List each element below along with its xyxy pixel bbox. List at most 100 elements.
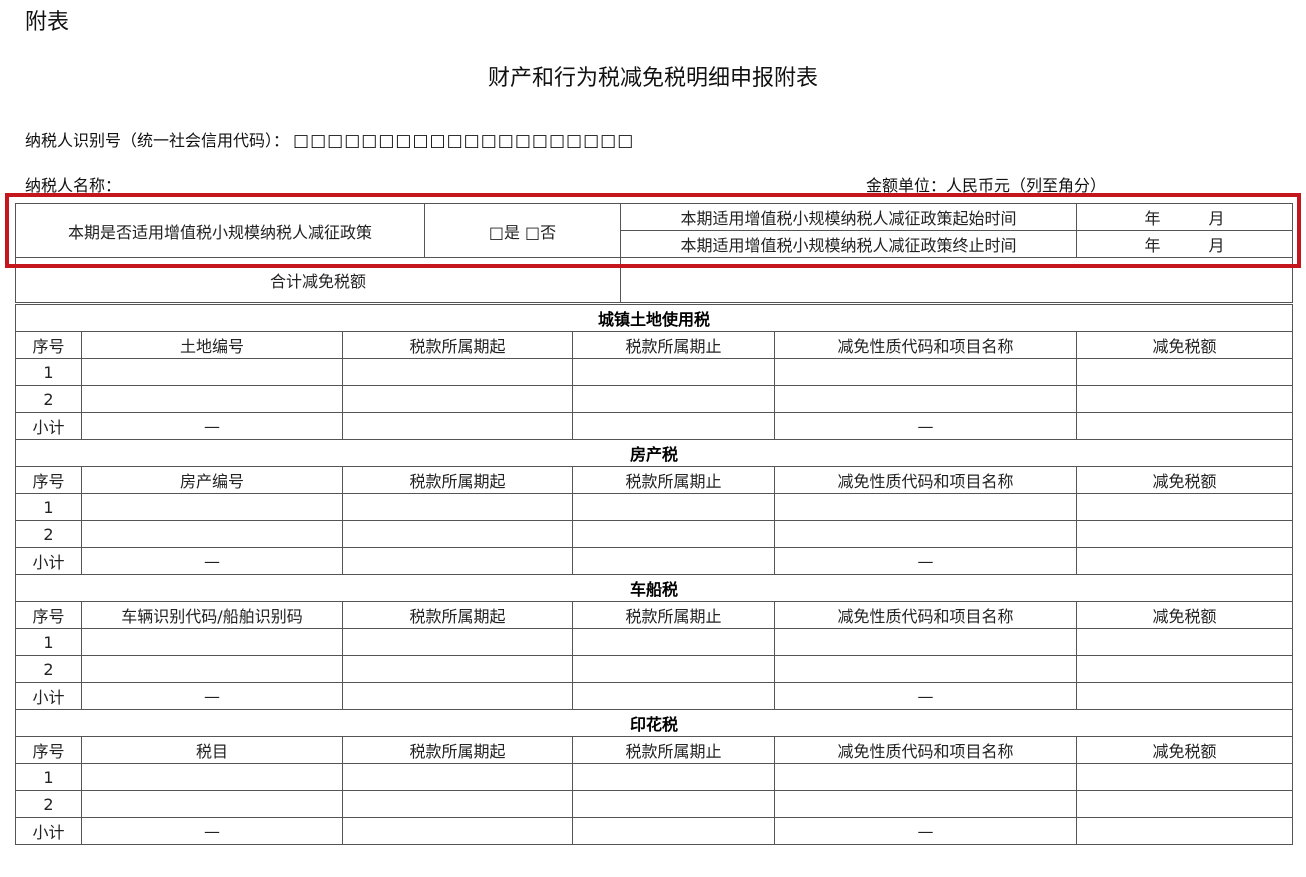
table-cell[interactable] [342,655,573,683]
table-cell[interactable] [1075,520,1294,548]
dash-cell: — [81,817,343,845]
table-cell[interactable] [572,385,775,413]
table-cell[interactable] [1075,655,1294,683]
table-cell[interactable] [81,385,343,413]
table-cell[interactable] [774,385,1077,413]
table-cell[interactable] [342,790,573,818]
table-row: 2 [15,790,1294,818]
policy-question: 本期是否适用增值税小规模纳税人减征政策 [15,203,425,258]
subtotal-value[interactable] [1075,682,1294,710]
table-cell[interactable] [774,763,1077,791]
subtotal-row: 小计 — — [15,412,1294,440]
table-row: 1 [15,358,1294,386]
taxpayer-name-label: 纳税人名称： [25,176,122,195]
table-cell[interactable] [81,628,343,656]
amount-unit: 金额单位：人民币元（列至角分） [866,176,1107,195]
policy-end-value[interactable]: 年 月 [1076,230,1293,258]
page-title: 财产和行为税减免税明细申报附表 [487,66,818,91]
subtotal-label: 小计 [15,547,82,575]
table-cell[interactable] [572,763,775,791]
policy-start-value[interactable]: 年 月 [1076,203,1293,231]
table-cell[interactable] [572,655,775,683]
dash-cell: — [774,682,1077,710]
table-cell[interactable] [1075,493,1294,521]
column-header: 税款所属期起 [342,736,573,764]
section-header: 房产税 [14,439,1294,467]
taxpayer-id-line: 纳税人识别号（统一社会信用代码）： □□□□□□□□□□□□□□□□□□□□ [25,127,634,151]
table-cell[interactable] [342,547,573,575]
table-cell[interactable] [572,520,775,548]
table-cell[interactable] [342,520,573,548]
policy-start-label: 本期适用增值税小规模纳税人减征政策起始时间 [620,203,1077,231]
subtotal-value[interactable] [1075,412,1294,440]
table-cell[interactable] [342,682,573,710]
column-header: 税款所属期起 [342,601,573,629]
column-header: 序号 [15,601,82,629]
subtotal-label: 小计 [15,412,82,440]
row-number: 2 [15,655,82,683]
table-row: 2 [15,520,1294,548]
column-header: 房产编号 [81,466,343,494]
table-cell[interactable] [572,628,775,656]
section-title: 房产税 [14,439,1294,467]
table-cell[interactable] [572,817,775,845]
subtotal-label: 小计 [15,817,82,845]
section-header: 城镇土地使用税 [14,304,1294,332]
table-cell[interactable] [342,628,573,656]
table-cell[interactable] [774,628,1077,656]
table-cell[interactable] [1075,358,1294,386]
table-cell[interactable] [81,790,343,818]
table-cell[interactable] [774,790,1077,818]
table-cell[interactable] [572,358,775,386]
column-header: 减免性质代码和项目名称 [774,736,1077,764]
table-cell[interactable] [774,655,1077,683]
column-header: 土地编号 [81,331,343,359]
table-cell[interactable] [1075,628,1294,656]
table-cell[interactable] [572,790,775,818]
subtotal-row: 小计 — — [15,547,1294,575]
table-cell[interactable] [572,493,775,521]
table-cell[interactable] [81,655,343,683]
table-cell[interactable] [1075,790,1294,818]
table-cell[interactable] [572,682,775,710]
table-cell[interactable] [342,763,573,791]
table-cell[interactable] [81,763,343,791]
table-cell[interactable] [81,493,343,521]
column-header: 序号 [15,331,82,359]
table-cell[interactable] [342,385,573,413]
column-header-row: 序号 车辆识别代码/船舶识别码 税款所属期起 税款所属期止 减免性质代码和项目名称 减免税… [15,601,1294,629]
table-cell[interactable] [572,412,775,440]
column-header: 减免税额 [1075,331,1294,359]
row-number: 1 [15,493,82,521]
section-header: 车船税 [14,574,1294,602]
table-row: 1 [15,628,1294,656]
table-cell[interactable] [572,547,775,575]
dash-cell: — [774,547,1077,575]
table-cell[interactable] [342,817,573,845]
tax-sections-table: 城镇土地使用税 序号 土地编号 税款所属期起 税款所属期止 减免性质代码和项目名称 减免税额… [14,304,1294,845]
column-header-row: 序号 土地编号 税款所属期起 税款所属期止 减免性质代码和项目名称 减免税额 [15,331,1294,359]
table-cell[interactable] [1075,763,1294,791]
section-title: 印花税 [14,709,1294,737]
taxpayer-id-boxes[interactable]: □□□□□□□□□□□□□□□□□□□□ [293,131,635,151]
subtotal-value[interactable] [1075,817,1294,845]
table-cell[interactable] [774,358,1077,386]
table-cell[interactable] [342,412,573,440]
table-cell[interactable] [774,493,1077,521]
subtotal-value[interactable] [1075,547,1294,575]
dash-cell: — [774,412,1077,440]
table-cell[interactable] [81,358,343,386]
table-cell[interactable] [81,520,343,548]
row-number: 2 [15,790,82,818]
table-cell[interactable] [774,520,1077,548]
column-header: 减免性质代码和项目名称 [774,601,1077,629]
policy-end-label: 本期适用增值税小规模纳税人减征政策终止时间 [620,230,1077,258]
subtotal-row: 小计 — — [15,682,1294,710]
table-cell[interactable] [1075,385,1294,413]
table-row: 1 [15,493,1294,521]
table-cell[interactable] [342,358,573,386]
table-cell[interactable] [342,493,573,521]
table-row: 2 [15,655,1294,683]
table-row: 2 [15,385,1294,413]
subtotal-label: 小计 [15,682,82,710]
